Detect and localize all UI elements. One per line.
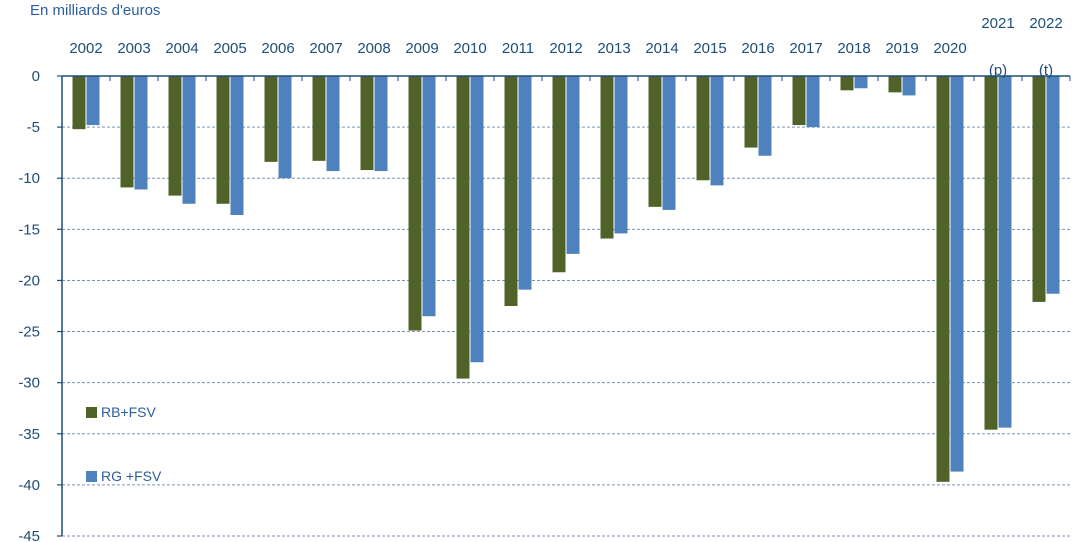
bar-rg-fsv — [950, 76, 964, 472]
bar-rg-fsv — [326, 76, 340, 172]
bar-rg-fsv — [662, 76, 676, 210]
y-axis-unit-label: En milliards d'euros — [30, 2, 161, 19]
x-tick-label: 2018 — [837, 40, 870, 57]
y-tick-label: -45 — [18, 528, 40, 542]
x-tick-label: 2015 — [693, 40, 726, 57]
legend-label-rg-fsv: RG +FSV — [101, 468, 162, 484]
bar-rb-fsv — [744, 76, 758, 148]
y-tick-label: -10 — [18, 170, 40, 187]
bar-rb-fsv — [504, 76, 518, 306]
bar-rg-fsv — [134, 76, 148, 190]
y-tick-label: -35 — [18, 426, 40, 443]
bar-rb-fsv — [840, 76, 854, 91]
bar-rg-fsv — [182, 76, 196, 204]
bar-rg-fsv — [1046, 76, 1060, 294]
bar-rb-fsv — [312, 76, 326, 161]
bar-rb-fsv — [72, 76, 86, 130]
gridlines — [62, 126, 1070, 537]
bar-rb-fsv — [408, 76, 422, 331]
x-tick-label: 2009 — [405, 40, 438, 57]
bar-rb-fsv — [168, 76, 182, 196]
bars — [72, 76, 1060, 482]
bar-rb-fsv — [216, 76, 230, 204]
bar-rg-fsv — [614, 76, 628, 234]
y-tick-label: -15 — [18, 221, 40, 238]
bar-rg-fsv — [758, 76, 772, 156]
x-tick-label: 2006 — [261, 40, 294, 57]
x-tick-label: (p) — [989, 62, 1007, 79]
x-tick-label: 2010 — [453, 40, 486, 57]
x-tick-label: 2016 — [741, 40, 774, 57]
x-tick-label: 2017 — [789, 40, 822, 57]
bar-rg-fsv — [566, 76, 580, 254]
bar-rg-fsv — [422, 76, 436, 317]
legend-label-rb-fsv: RB+FSV — [101, 404, 156, 420]
bar-rg-fsv — [86, 76, 100, 126]
bar-rb-fsv — [888, 76, 902, 93]
x-tick-label: (t) — [1039, 62, 1053, 79]
x-tick-labels: 2002 2003 2004 2005 2006 2007 2008 2009 2010 2011… — [69, 15, 1062, 79]
bar-rg-fsv — [998, 76, 1012, 428]
bar-rb-fsv — [984, 76, 998, 430]
x-tick-label: 2011 — [502, 40, 534, 57]
x-tick-label: 2003 — [117, 40, 150, 57]
y-tick-label: -20 — [18, 272, 40, 289]
y-tick-label: 0 — [32, 68, 40, 85]
bar-rg-fsv — [854, 76, 868, 89]
x-tick-label: 2008 — [357, 40, 390, 57]
x-tick-label: 2019 — [885, 40, 918, 57]
bar-rb-fsv — [600, 76, 614, 239]
legend-item-rg-fsv: RG +FSV — [86, 468, 161, 484]
y-tick-label: -40 — [18, 477, 40, 494]
x-tick-label: 2020 — [933, 40, 966, 57]
bar-rg-fsv — [278, 76, 292, 179]
x-tick-label: 2014 — [645, 40, 678, 57]
bar-rb-fsv — [120, 76, 134, 188]
axes — [57, 75, 1071, 537]
bar-rb-fsv — [360, 76, 374, 171]
bar-rg-fsv — [806, 76, 820, 128]
x-tick-label: 2005 — [213, 40, 246, 57]
bar-rg-fsv — [230, 76, 244, 216]
bar-rb-fsv — [792, 76, 806, 126]
legend-swatch-rb-fsv — [86, 406, 97, 418]
x-tick-label: 2007 — [309, 40, 342, 57]
y-tick-label: -30 — [18, 375, 40, 392]
bar-rg-fsv — [710, 76, 724, 186]
bar-rb-fsv — [552, 76, 566, 273]
bar-rb-fsv — [1032, 76, 1046, 302]
bar-rb-fsv — [936, 76, 950, 482]
bar-rb-fsv — [648, 76, 662, 207]
y-tick-label: -25 — [18, 324, 40, 341]
y-tick-labels: 0 -5 -10 -15 -20 -25 -30 -35 -40 -45 — [18, 68, 40, 542]
bar-rg-fsv — [518, 76, 532, 290]
x-tick-label: 2022 — [1029, 15, 1062, 32]
bar-rb-fsv — [696, 76, 710, 181]
x-tick-label: 2004 — [165, 40, 198, 57]
bar-rg-fsv — [470, 76, 484, 363]
y-tick-label: -5 — [27, 119, 40, 136]
x-tick-label: 2012 — [549, 40, 582, 57]
legend-swatch-rg-fsv — [86, 470, 97, 482]
bar-rb-fsv — [456, 76, 470, 379]
legend-item-rb-fsv: RB+FSV — [86, 404, 156, 420]
bar-rg-fsv — [374, 76, 388, 172]
x-tick-label: 2013 — [597, 40, 630, 57]
bar-rg-fsv — [902, 76, 916, 96]
bar-rb-fsv — [264, 76, 278, 162]
x-tick-label: 2021 — [981, 15, 1014, 32]
x-tick-label: 2002 — [69, 40, 102, 57]
